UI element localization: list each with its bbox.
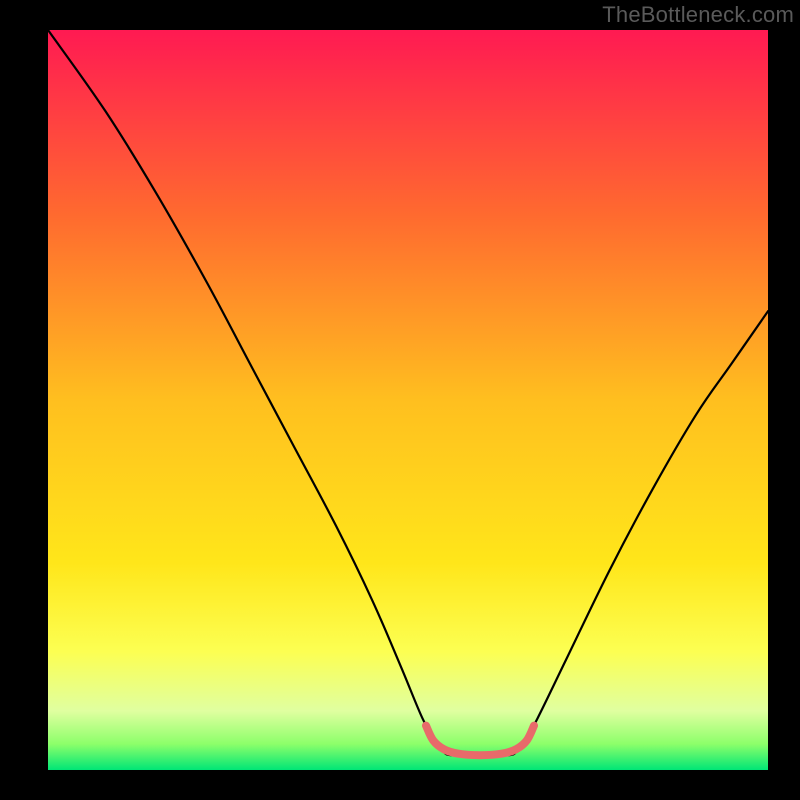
figure-container: TheBottleneck.com (0, 0, 800, 800)
plot-overlay-svg (48, 30, 768, 770)
marker-band (426, 726, 534, 756)
plot-area (48, 30, 768, 770)
watermark-text: TheBottleneck.com (602, 2, 794, 28)
bottleneck-curve (48, 30, 768, 757)
